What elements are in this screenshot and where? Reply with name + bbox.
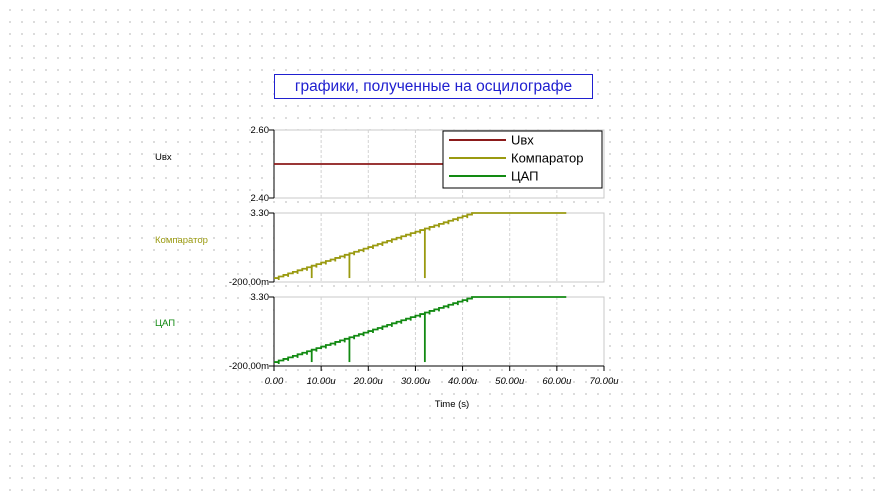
x-tick-label: 0.00 xyxy=(265,376,284,387)
panel-label: Uвх xyxy=(155,152,172,163)
y-tick-label: 2.40 xyxy=(251,193,270,204)
legend-label: ЦАП xyxy=(511,169,539,184)
x-tick-label: 70.00u xyxy=(589,376,619,387)
x-tick-label: 10.00u xyxy=(307,376,337,387)
legend: Uвх Компаратор ЦАП xyxy=(442,130,603,189)
x-tick-label: 40.00u xyxy=(448,376,478,387)
y-tick-label: -200.00m xyxy=(229,277,269,288)
y-tick-label: -200.00m xyxy=(229,361,269,372)
panel-3: 3.30 -200.00m ЦАП xyxy=(155,292,605,372)
chart-title: графики, полученные на осцилографе xyxy=(274,74,593,99)
x-axis-label: Time (s) xyxy=(435,399,469,410)
legend-label: Компаратор xyxy=(511,151,583,166)
legend-label: Uвх xyxy=(511,133,534,148)
x-tick-label: 50.00u xyxy=(495,376,525,387)
panel-label: ЦАП xyxy=(155,318,175,329)
x-tick-label: 30.00u xyxy=(401,376,431,387)
y-tick-label: 2.60 xyxy=(251,125,270,136)
panel-2: 3.30 -200.00m Компаратор xyxy=(155,208,605,288)
y-tick-label: 3.30 xyxy=(251,208,270,219)
series-line xyxy=(274,296,567,365)
x-tick-label: 60.00u xyxy=(542,376,572,387)
x-axis: Time (s) 0.00 10.00u 20.00u 30.00u 40.00u 50.… xyxy=(265,365,619,410)
panel-label: Компаратор xyxy=(155,235,208,246)
y-tick-label: 3.30 xyxy=(251,292,270,303)
x-tick-label: 20.00u xyxy=(353,376,384,387)
series-line xyxy=(274,212,567,281)
